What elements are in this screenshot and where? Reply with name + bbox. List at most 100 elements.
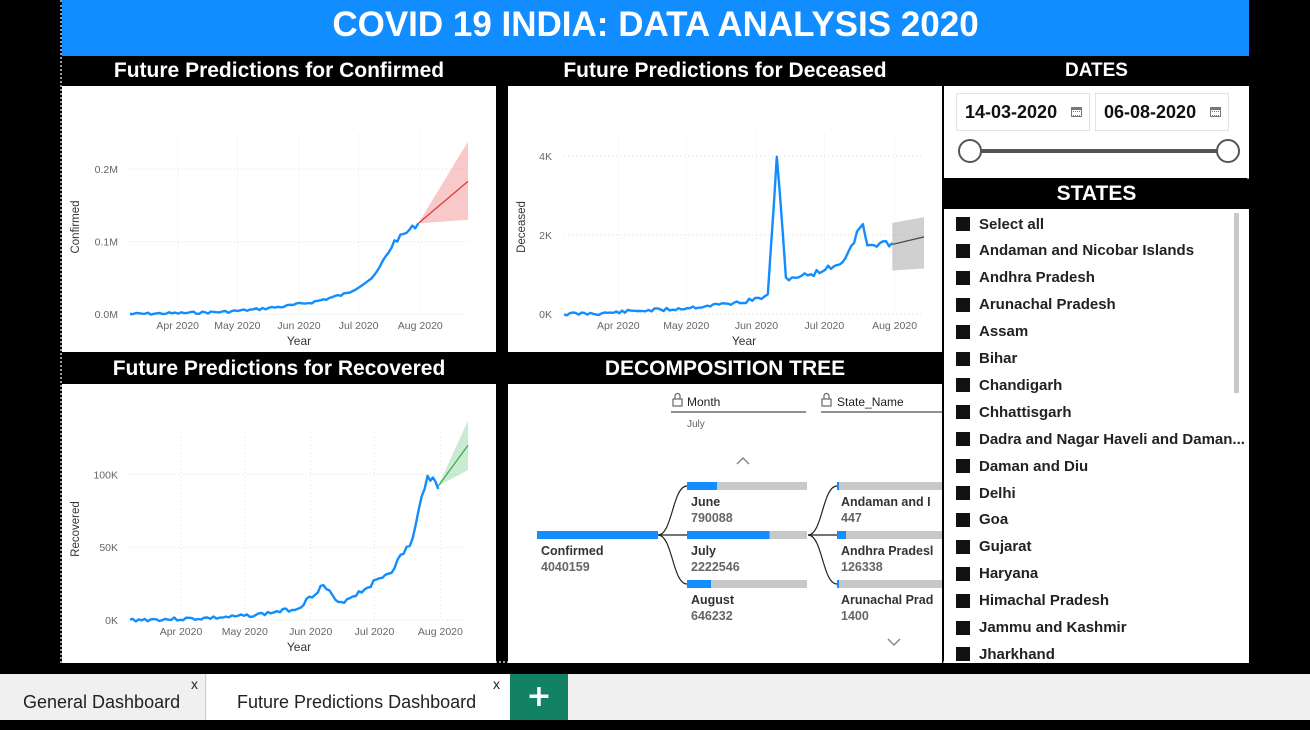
deceased-chart[interactable]: 4K 2K 0K Apr 2020 May 2020 Jun 2020 Jul 2020 Au… [508,86,942,352]
y-tick-label: 4K [539,151,552,163]
x-tick-label: Jul 2020 [339,320,379,332]
checkbox-icon[interactable] [956,512,970,527]
level-header-state[interactable]: State_Name [821,392,942,413]
x-tick-label: Apr 2020 [156,320,199,332]
state-item[interactable]: Daman and Diu [956,453,1088,479]
decomp-state-node[interactable]: Andhra Pradesl 126338 [808,531,942,574]
decomp-node-label: Andaman and I [841,495,931,509]
state-item[interactable]: Delhi [956,480,1016,506]
state-item[interactable]: Andhra Pradesh [956,265,1095,291]
y-tick-label: 2K [539,230,552,242]
decomp-month-node[interactable]: July 2222546 [658,531,807,574]
y-tick-label: 0.2M [95,164,118,176]
checkbox-icon[interactable] [956,297,970,312]
checkbox-icon[interactable] [956,217,970,231]
end-date-value: 06-08-2020 [1104,102,1197,122]
decomp-state-node[interactable]: Andaman and I 447 [807,482,942,536]
decomp-node-label: June [691,495,720,509]
add-page-button[interactable]: + [510,674,568,720]
checkbox-icon[interactable] [956,539,970,554]
x-axis-label: Year [732,334,756,348]
tab-general-dashboard[interactable]: General Dashboard x [0,674,206,720]
state-item[interactable]: Himachal Pradesh [956,588,1109,614]
level-header-month[interactable]: Month July [671,392,806,431]
checkbox-icon[interactable] [956,593,970,608]
end-date-input[interactable]: 06-08-2020 [1095,93,1229,131]
y-tick-label: 100K [93,469,118,481]
state-item[interactable]: Arunachal Pradesh [956,292,1116,318]
forecast-line [437,444,469,487]
checkbox-icon[interactable] [956,647,970,662]
calendar-icon[interactable] [1071,107,1082,117]
date-slider-end-handle[interactable] [1216,139,1240,163]
state-item[interactable]: Chhattisgarh [956,399,1072,425]
checkbox-icon[interactable] [956,405,970,420]
checkbox-icon[interactable] [956,324,970,339]
decomposition-tree[interactable]: Month July State_Name Confirmed 4040159 Ju… [508,384,942,663]
date-slider-track[interactable] [970,149,1228,153]
decomp-root-node[interactable]: Confirmed 4040159 [537,531,658,574]
close-icon[interactable]: x [191,676,198,692]
state-item[interactable]: Goa [956,507,1008,533]
state-item[interactable]: Jammu and Kashmir [956,615,1127,641]
deceased-chart-title: Future Predictions for Deceased [508,56,942,86]
confirmed-chart[interactable]: 0.2M 0.1M 0.0M Apr 2020 May 2020 Jun 2020 Jul … [62,86,496,352]
checkbox-icon[interactable] [956,566,970,581]
tab-future-predictions-dashboard[interactable]: Future Predictions Dashboard x [207,674,510,720]
state-item[interactable]: Chandigarh [956,372,1062,398]
decomp-node-value: 646232 [691,609,733,623]
checkbox-icon[interactable] [956,486,970,500]
state-item[interactable]: Dadra and Nagar Haveli and Daman... [956,426,1245,452]
confirmed-chart-title: Future Predictions for Confirmed [62,56,496,86]
recovered-chart[interactable]: 100K 50K 0K Apr 2020 May 2020 Jun 2020 Jul 202… [62,384,496,663]
checkbox-icon[interactable] [956,378,970,393]
decomp-node-label: July [691,544,716,558]
state-item[interactable]: Assam [956,319,1028,345]
state-label: Bihar [979,350,1018,367]
checkbox-icon[interactable] [956,270,970,285]
state-select-all[interactable]: Select all [956,211,1044,237]
checkbox-icon[interactable] [956,351,970,366]
state-label: Arunachal Pradesh [979,296,1116,314]
state-label: Delhi [979,484,1016,502]
states-scrollbar[interactable] [1234,213,1239,393]
state-item[interactable]: Andaman and Nicobar Islands [956,238,1194,264]
decomp-bar-fill [687,580,711,588]
chevron-down-icon[interactable] [887,638,901,647]
decomp-month-node[interactable]: August 646232 [657,534,807,623]
lock-icon [821,392,832,407]
decomp-bar-fill [837,531,846,539]
decomp-state-node[interactable]: Arunachal Prad 1400 [807,534,942,623]
state-item[interactable]: Jharkhand [956,641,1055,663]
x-tick-label: Aug 2020 [398,320,443,332]
state-item[interactable]: Gujarat [956,534,1032,560]
decomp-bar-fill [837,580,839,588]
decomp-node-value: 126338 [841,560,883,574]
series-line[interactable] [129,222,420,316]
state-item[interactable]: Bihar [956,346,1017,372]
chevron-up-icon[interactable] [736,456,750,465]
y-tick-label: 0K [539,309,552,321]
checkbox-icon[interactable] [956,432,970,447]
calendar-icon[interactable] [1210,107,1221,117]
x-tick-label: Jun 2020 [277,320,320,332]
close-icon[interactable]: x [493,676,500,692]
decomp-bar-fill [837,482,839,490]
checkbox-icon[interactable] [956,243,970,258]
decomp-bar-track [837,531,942,539]
date-slider-start-handle[interactable] [958,139,982,163]
decomp-month-node[interactable]: June 790088 [657,482,807,536]
state-item[interactable]: Haryana [956,561,1038,587]
forecast-band [438,420,468,487]
start-date-input[interactable]: 14-03-2020 [956,93,1090,131]
series-line[interactable] [129,474,440,623]
checkbox-icon[interactable] [956,459,970,474]
decomp-bar-track [837,482,942,490]
state-label: Haryana [979,565,1039,583]
y-tick-label: 0K [105,615,118,627]
checkbox-icon[interactable] [956,620,970,635]
states-slicer: Select all Andaman and Nicobar Islands And… [944,209,1249,663]
x-axis-label: Year [287,640,311,654]
series-line[interactable] [563,155,894,317]
x-tick-label: Apr 2020 [597,320,640,332]
